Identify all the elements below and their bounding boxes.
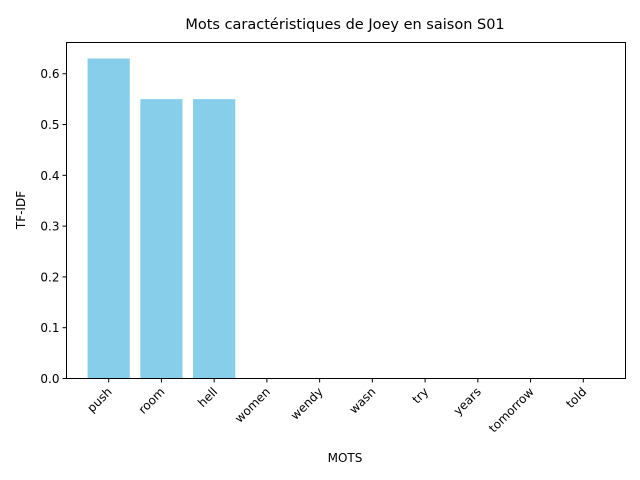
- bar-hell: [193, 99, 236, 379]
- x-tick-label: women: [232, 385, 273, 426]
- y-tick-label: 0.6: [40, 67, 59, 81]
- x-tick-label: tomorrow: [486, 385, 537, 436]
- x-tick-label: room: [136, 385, 168, 417]
- x-tick-label: push: [84, 385, 114, 415]
- y-tick-label: 0.1: [40, 321, 59, 335]
- y-tick-label: 0.5: [40, 118, 59, 132]
- x-tick-label: wendy: [288, 385, 326, 423]
- x-tick-label: years: [451, 385, 484, 418]
- x-axis-ticks: push room hell women wendy wasn try years tomorr…: [84, 378, 589, 436]
- chart-title: Mots caractéristiques de Joey en saison …: [185, 17, 504, 33]
- x-tick-label: hell: [195, 385, 220, 410]
- x-tick-label: wasn: [347, 385, 379, 417]
- x-tick-label: told: [563, 385, 589, 411]
- y-tick-label: 0.2: [40, 270, 59, 284]
- x-axis-label: MOTS: [328, 451, 363, 465]
- bar-room: [140, 99, 183, 379]
- y-tick-label: 0.0: [40, 372, 59, 386]
- bars-group: [87, 58, 236, 379]
- y-axis-label: TF-IDF: [14, 191, 28, 230]
- bar-push: [87, 58, 130, 379]
- x-tick-label: try: [409, 385, 431, 407]
- y-tick-label: 0.4: [40, 169, 59, 183]
- y-tick-label: 0.3: [40, 220, 59, 234]
- y-axis-ticks: 0.0 0.1 0.2 0.3 0.4 0.5 0.6: [40, 67, 67, 386]
- plot-frame: [66, 42, 626, 379]
